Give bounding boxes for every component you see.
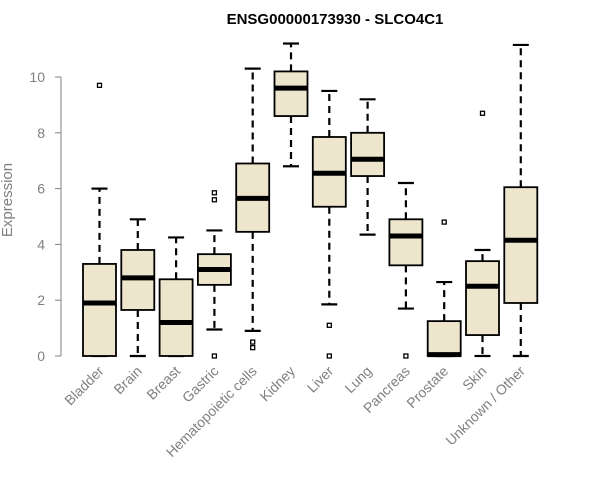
- x-category-label: Breast: [143, 363, 183, 403]
- x-category-label: Bladder: [61, 363, 107, 409]
- box-iqr: [465, 260, 500, 336]
- y-tick-label: 10: [29, 69, 45, 85]
- box-brain: [120, 218, 156, 358]
- outlier-point: [96, 82, 103, 89]
- chart-title: ENSG00000173930 - SLCO4C1: [227, 11, 444, 28]
- outlier-point: [211, 197, 218, 203]
- outlier-point: [250, 344, 256, 351]
- box-iqr: [388, 218, 424, 267]
- boxes-group: [82, 42, 539, 359]
- outlier-point: [211, 353, 218, 359]
- box-breast: [158, 236, 194, 358]
- x-category-label: Prostate: [403, 363, 451, 411]
- outlier-point: [479, 110, 486, 116]
- box-skin: [465, 110, 500, 358]
- x-category-label: Skin: [459, 363, 490, 394]
- x-category-label: Kidney: [257, 363, 299, 405]
- box-pancreas: [388, 181, 424, 359]
- y-tick-label: 8: [37, 125, 45, 141]
- box-iqr: [426, 320, 462, 357]
- outlier-point: [250, 339, 256, 345]
- outlier-point: [326, 322, 332, 328]
- y-tick-label: 2: [37, 292, 45, 308]
- box-iqr: [158, 278, 194, 357]
- box-iqr: [350, 131, 386, 177]
- y-axis: 0 2 4 6 8 10: [29, 69, 62, 364]
- outlier-point: [326, 353, 332, 359]
- box-iqr: [503, 186, 539, 304]
- box-liver: [311, 89, 347, 359]
- outlier-point: [403, 353, 409, 359]
- x-category-label: Lung: [341, 363, 374, 396]
- box-hematopoietic-cells: [235, 67, 271, 351]
- box-bladder: [82, 82, 117, 358]
- box-kidney: [273, 42, 309, 168]
- y-tick-label: 4: [37, 236, 45, 252]
- box-unknown-other: [503, 43, 539, 358]
- box-iqr: [82, 263, 117, 357]
- box-prostate: [426, 219, 462, 358]
- box-lung: [350, 98, 386, 236]
- box-iqr: [273, 70, 309, 117]
- box-gastric: [196, 190, 232, 359]
- outlier-point: [211, 190, 218, 196]
- y-axis-title: Expression: [0, 163, 16, 237]
- outlier-point: [441, 219, 447, 225]
- x-category-label: Liver: [304, 363, 337, 396]
- x-category-label: Brain: [110, 363, 144, 397]
- y-tick-label: 6: [37, 181, 45, 197]
- y-tick-label: 0: [37, 348, 45, 364]
